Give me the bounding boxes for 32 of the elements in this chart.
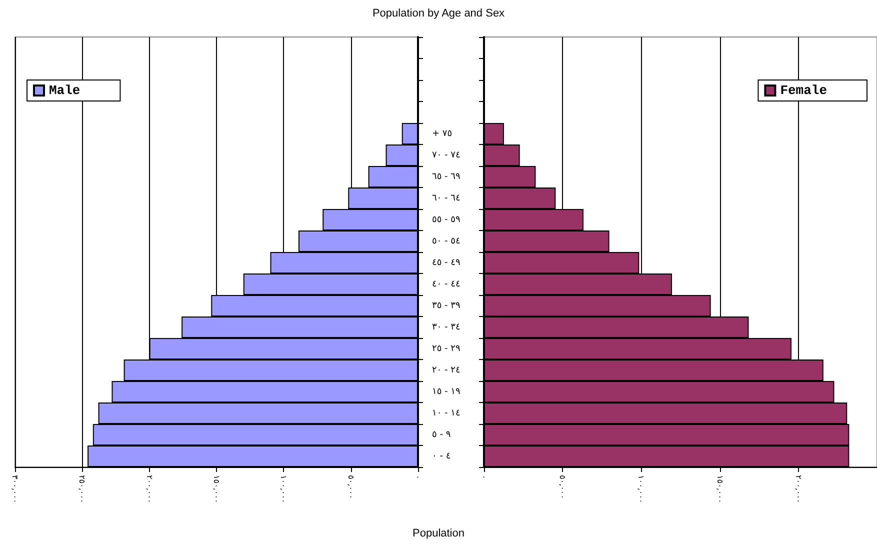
y-tick-label: ٤٤ - ٤٠ <box>432 279 460 290</box>
y-tick-label: ٦٩ - ٦٥ <box>432 172 460 182</box>
x-tick-label: ١٥٠,٠٠٠ <box>212 475 221 504</box>
legend-label: Male <box>49 83 80 98</box>
y-tick-label: ٢٩ - ٢٥ <box>432 344 460 354</box>
x-tick-label: ٢٠٠,٠٠٠ <box>794 475 803 504</box>
x-tick-label: ١٥٠,٠٠٠ <box>715 475 724 504</box>
y-tick-label: ١٩ - ١٥ <box>432 386 460 397</box>
x-axis-title: Population <box>412 528 464 540</box>
chart-title: Population by Age and Sex <box>372 8 506 20</box>
y-tick-label: ٢٤ - ٢٠ <box>432 365 460 376</box>
y-tick-label: ٩ - ٥ <box>432 430 451 440</box>
x-tick-label: ٥٠,٠٠٠ <box>558 475 568 500</box>
x-tick-label: ٥٠,٠٠٠ <box>346 475 356 500</box>
x-tick-label: ٢٠٠,٠٠٠ <box>144 475 154 504</box>
x-tick-label: ١٠٠,٠٠٠ <box>636 475 646 504</box>
x-tick-label: ٢٥٠,٠٠٠ <box>78 475 87 504</box>
y-tick-label: ٧٤ - ٧٠ <box>432 150 460 160</box>
x-tick-label: ١٠٠,٠٠٠ <box>279 475 288 504</box>
y-tick-label: + ٧٥ <box>432 128 452 139</box>
y-tick-label: ٥٩ - ٥٥ <box>432 214 460 225</box>
x-tick-label: ٣٠٠,٠٠٠ <box>10 475 20 504</box>
y-tick-label: ٦٤ - ٦٠ <box>432 193 460 204</box>
y-tick-label: ٣٤ - ٣٠ <box>432 322 460 332</box>
x-tick-label: ٠ <box>480 475 488 480</box>
x-tick-label: ٠ <box>414 475 422 480</box>
y-tick-label: ٤ - ٠ <box>432 451 451 462</box>
y-tick-label: ١٤ - ١٠ <box>432 408 460 418</box>
legend-label: Female <box>780 83 828 98</box>
y-tick-label: ٤٩ - ٤٥ <box>432 258 460 268</box>
y-tick-label: ٣٩ - ٣٥ <box>432 300 460 311</box>
y-tick-label: ٥٤ - ٥٠ <box>432 236 460 246</box>
